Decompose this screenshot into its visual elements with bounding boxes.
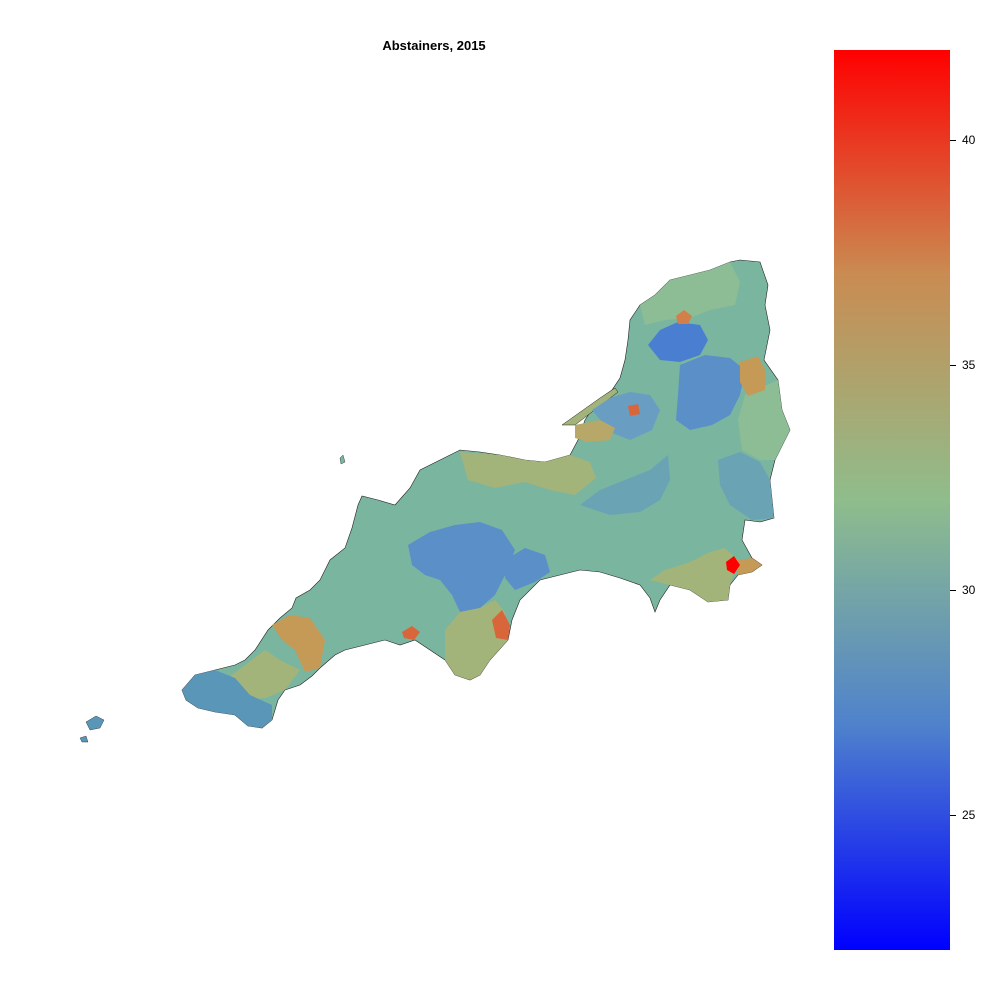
region-blue-devon — [408, 522, 515, 612]
scale-tick-label: 30 — [962, 583, 976, 597]
region-olive-dorset — [650, 548, 738, 602]
color-scale-bar — [834, 50, 950, 950]
scale-tick-label: 25 — [962, 808, 976, 822]
region-teal-east — [718, 452, 774, 520]
region-orange-plymouth — [402, 626, 420, 640]
region-blue-westcornwall — [182, 670, 272, 728]
region-tan-cornwall — [272, 615, 325, 672]
region-blue-mid — [676, 355, 745, 430]
region-orange-north — [676, 310, 692, 324]
region-orange-bristol — [628, 404, 640, 416]
region-red-bournemouth — [726, 556, 740, 574]
region-blue-exeter — [505, 548, 550, 590]
region-scilly — [85, 715, 105, 731]
region-scilly-small — [79, 735, 89, 743]
scale-tick-label: 35 — [962, 358, 976, 372]
region-blue-north — [648, 322, 708, 362]
region-tan-bournemouth — [738, 558, 762, 575]
scale-tick-mark — [950, 365, 956, 366]
region-olive-somerset — [460, 452, 596, 495]
region-olive-cornwall — [225, 650, 300, 700]
region-lundy — [339, 454, 346, 465]
region-tan-east — [740, 356, 766, 396]
map-title: Abstainers, 2015 — [382, 38, 486, 53]
scale-tick-mark — [950, 815, 956, 816]
region-blue-band — [580, 455, 670, 515]
region-east-strip — [738, 380, 790, 460]
scale-tick-mark — [950, 590, 956, 591]
scale-tick-mark — [950, 140, 956, 141]
region-northeast — [640, 262, 740, 325]
region-tan-bridgwater — [575, 420, 615, 442]
region-orange-torbay — [492, 610, 510, 640]
scale-tick-label: 40 — [962, 133, 976, 147]
